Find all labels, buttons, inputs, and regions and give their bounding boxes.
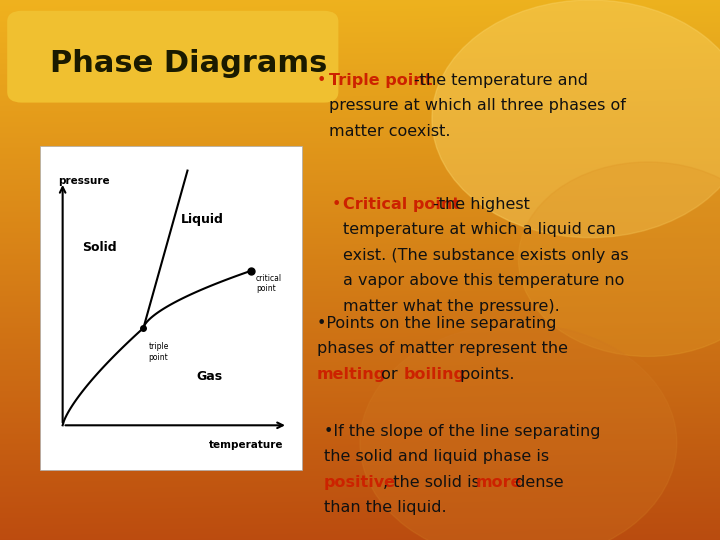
Text: more: more <box>475 475 522 490</box>
Text: the solid and liquid phase is: the solid and liquid phase is <box>324 449 549 464</box>
Text: critical
point: critical point <box>256 274 282 293</box>
Text: or: or <box>376 367 402 382</box>
Text: a vapor above this temperature no: a vapor above this temperature no <box>343 273 625 288</box>
Text: Phase Diagrams: Phase Diagrams <box>50 49 328 78</box>
Text: •: • <box>331 197 341 212</box>
Text: •: • <box>317 73 326 88</box>
Text: -the temperature and: -the temperature and <box>414 73 588 88</box>
Text: Triple point: Triple point <box>329 73 433 88</box>
Text: triple
point: triple point <box>148 342 168 362</box>
Text: melting: melting <box>317 367 386 382</box>
Text: temperature: temperature <box>209 440 283 450</box>
Text: pressure at which all three phases of: pressure at which all three phases of <box>329 98 626 113</box>
Circle shape <box>518 162 720 356</box>
Circle shape <box>360 324 677 540</box>
Text: Gas: Gas <box>197 370 222 383</box>
Text: matter what the pressure).: matter what the pressure). <box>343 299 560 314</box>
Text: temperature at which a liquid can: temperature at which a liquid can <box>343 222 616 238</box>
Text: than the liquid.: than the liquid. <box>324 500 446 515</box>
Text: Critical point: Critical point <box>343 197 461 212</box>
Text: -the highest: -the highest <box>433 197 531 212</box>
Text: phases of matter represent the: phases of matter represent the <box>317 341 568 356</box>
Text: Solid: Solid <box>82 241 117 254</box>
Text: , the solid is: , the solid is <box>383 475 485 490</box>
Text: dense: dense <box>510 475 563 490</box>
Text: matter coexist.: matter coexist. <box>329 124 451 139</box>
Bar <box>40 146 302 470</box>
Text: exist. (The substance exists only as: exist. (The substance exists only as <box>343 248 629 263</box>
FancyBboxPatch shape <box>7 11 338 103</box>
Text: positive: positive <box>324 475 396 490</box>
Text: points.: points. <box>455 367 515 382</box>
Text: •Points on the line separating: •Points on the line separating <box>317 316 557 331</box>
Text: pressure: pressure <box>58 176 109 186</box>
Text: Liquid: Liquid <box>181 213 224 226</box>
Text: •If the slope of the line separating: •If the slope of the line separating <box>324 424 600 439</box>
Text: boiling: boiling <box>403 367 465 382</box>
Circle shape <box>432 0 720 238</box>
